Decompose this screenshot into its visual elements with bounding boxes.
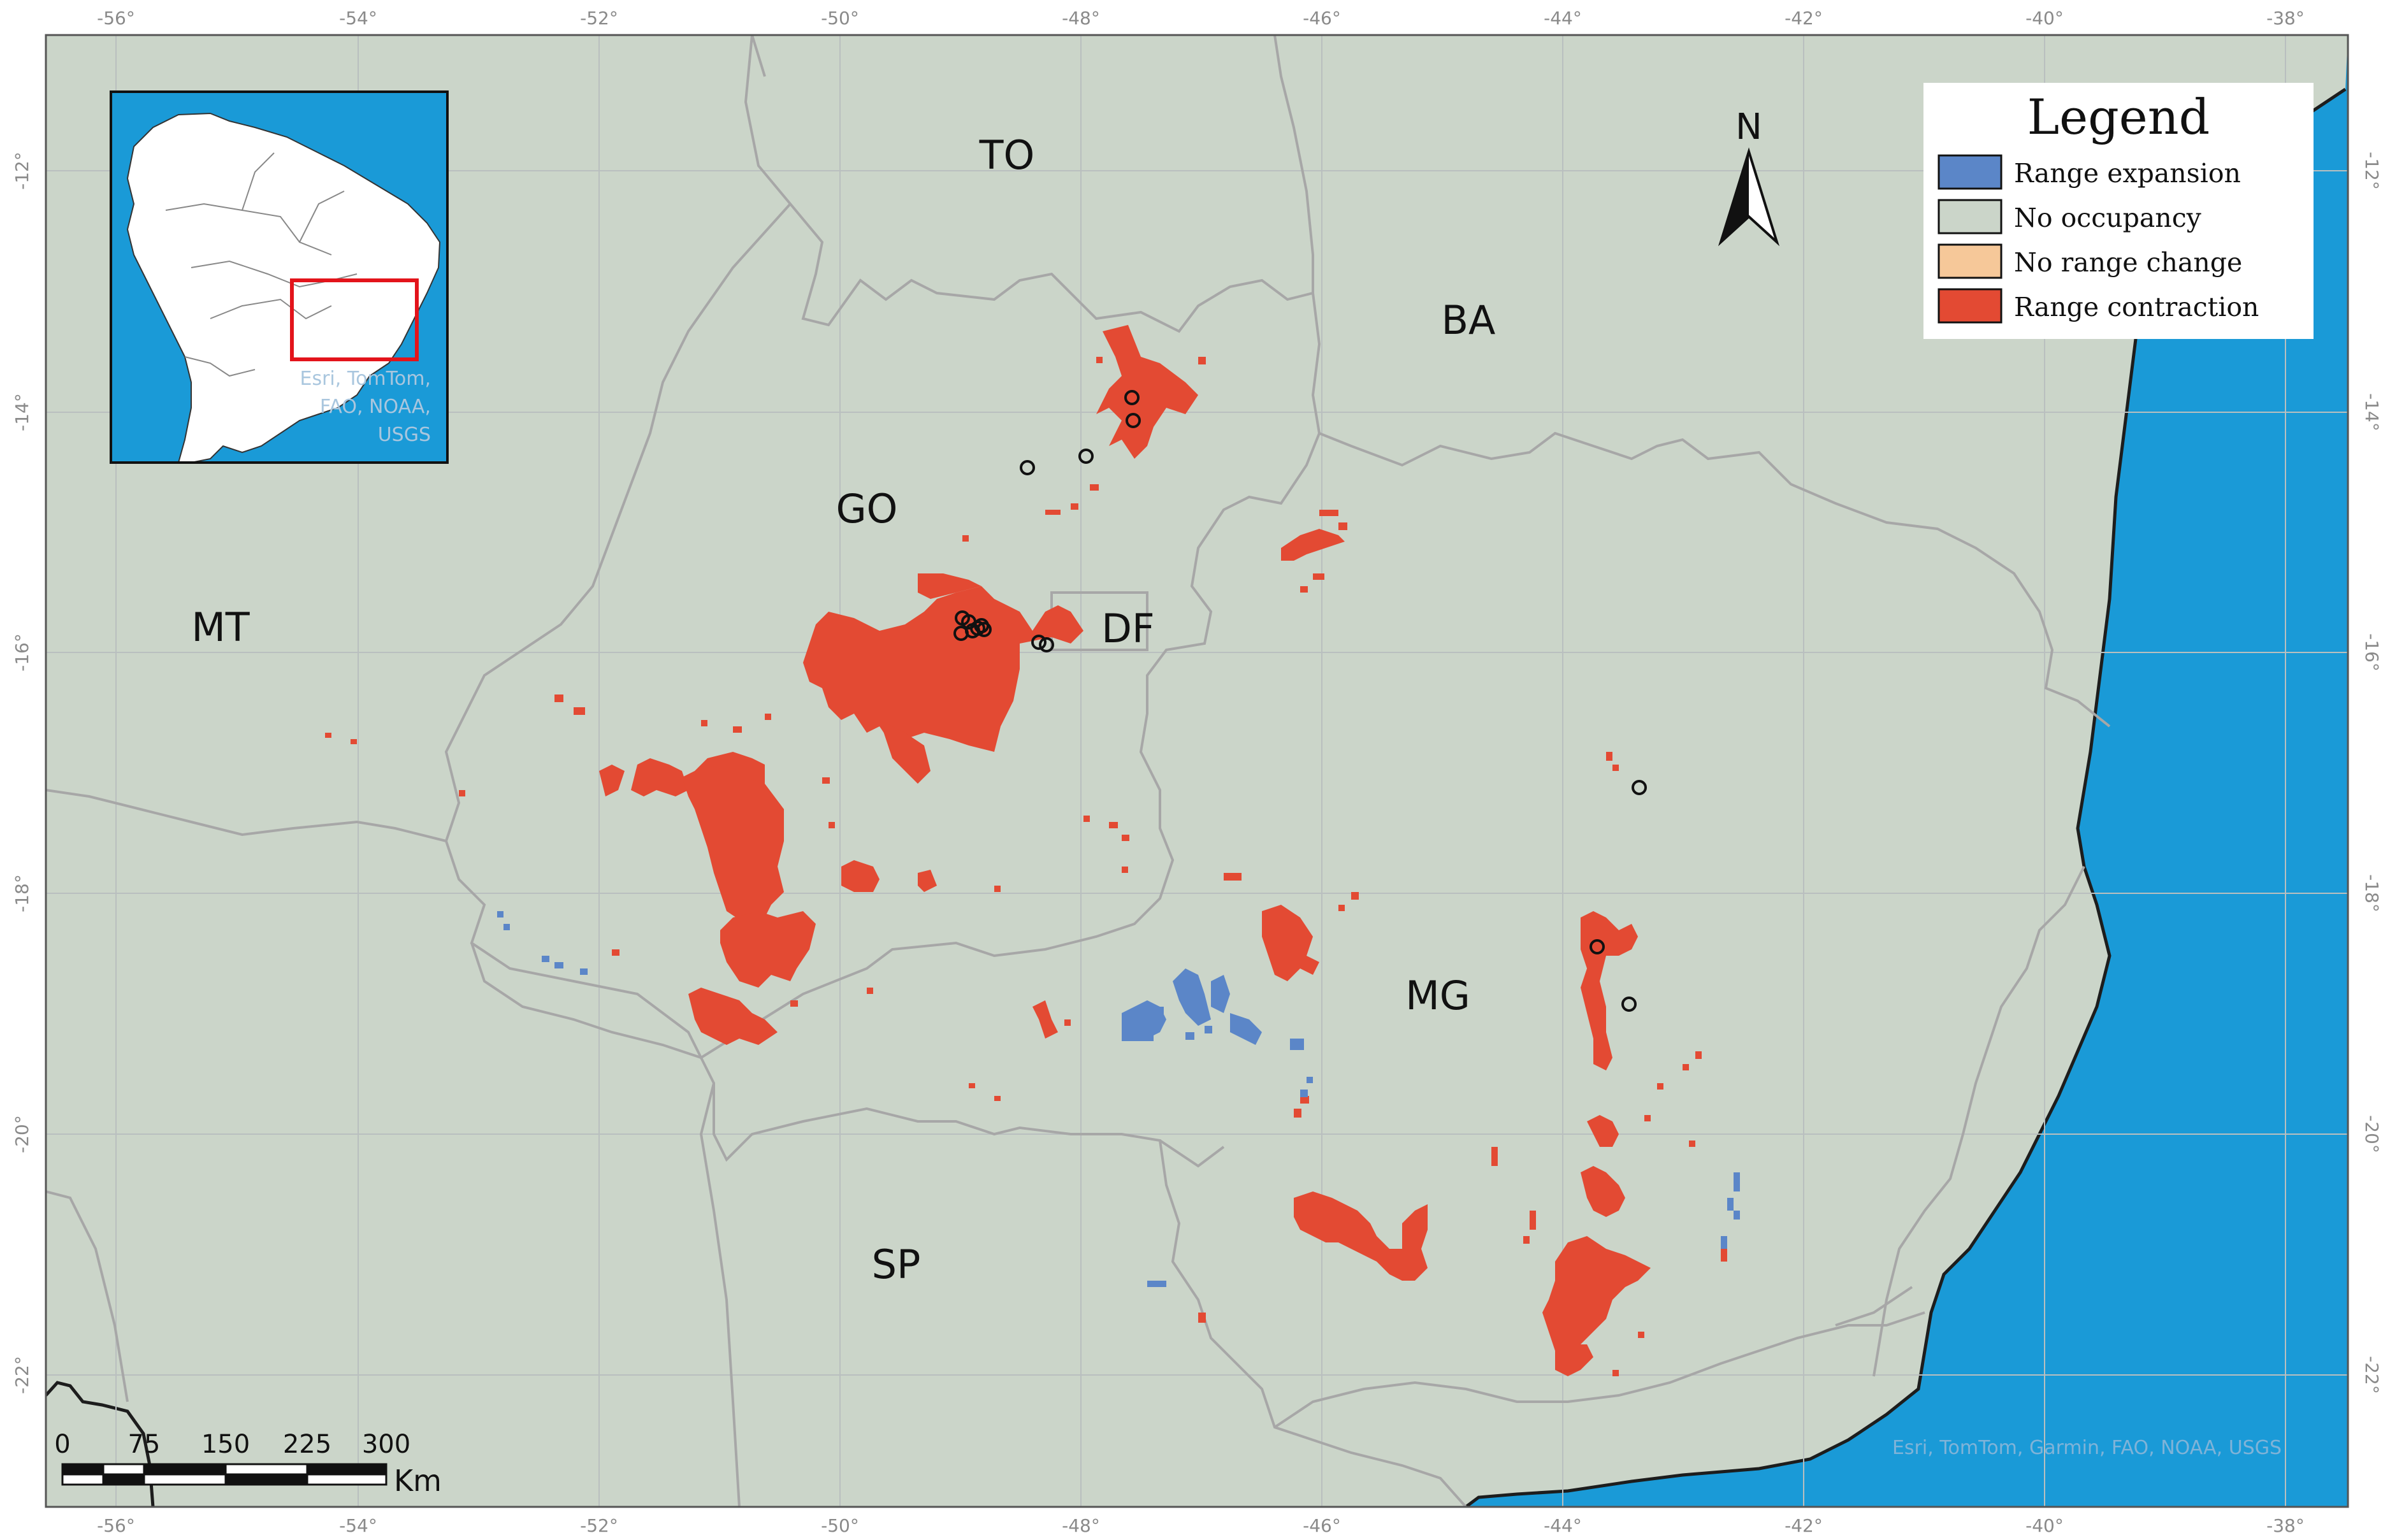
graticule-labels-right: -12° -14° -16° -18° -20° -22° bbox=[2361, 152, 2382, 1394]
legend-item-range-contraction: Range contraction bbox=[1937, 288, 2259, 324]
legend-title: Legend bbox=[2027, 89, 2210, 145]
tick-bottom-2: -54° bbox=[339, 1515, 377, 1536]
graticule-labels-top: -56° -54° -52° -50° -48° -46° -44° -42° … bbox=[97, 8, 2305, 29]
legend-swatch-range-contraction bbox=[1937, 288, 2003, 324]
tick-top-3: -52° bbox=[580, 8, 618, 29]
scale-tick-300: 300 bbox=[362, 1430, 410, 1459]
tick-bottom-4: -50° bbox=[821, 1515, 859, 1536]
tick-right-1: -12° bbox=[2361, 152, 2382, 190]
tick-left-3: -16° bbox=[11, 633, 33, 672]
inset-south-america bbox=[126, 112, 441, 463]
graticule-labels-left: -12° -14° -16° -18° -20° -22° bbox=[11, 152, 33, 1394]
legend-label-range-contraction: Range contraction bbox=[2014, 292, 2259, 322]
state-label-ba: BA bbox=[1442, 297, 1496, 343]
scale-tick-225: 225 bbox=[283, 1430, 331, 1459]
scale-bar: 0 75 150 225 300 Km bbox=[54, 1430, 442, 1498]
legend-item-no-occupancy: No occupancy bbox=[1937, 199, 2202, 234]
tick-bottom-8: -42° bbox=[1785, 1515, 1823, 1536]
inset-attribution-line-2: FAO, NOAA, bbox=[320, 396, 431, 418]
tick-left-6: -22° bbox=[11, 1356, 33, 1394]
tick-bottom-5: -48° bbox=[1062, 1515, 1100, 1536]
state-label-df: DF bbox=[1101, 605, 1154, 652]
tick-bottom-10: -38° bbox=[2266, 1515, 2305, 1536]
state-label-sp: SP bbox=[872, 1241, 921, 1288]
legend: Legend Range expansion No occupancy No r… bbox=[1923, 83, 2314, 339]
north-arrow: N bbox=[1718, 106, 1780, 247]
inset-map: Esri, TomTom, FAO, NOAA, USGS bbox=[110, 90, 449, 464]
occurrence-points bbox=[953, 390, 1647, 1012]
state-borders bbox=[46, 35, 2111, 1507]
tick-left-1: -12° bbox=[11, 152, 33, 190]
tick-top-5: -48° bbox=[1062, 8, 1100, 29]
tick-top-2: -54° bbox=[339, 8, 377, 29]
state-label-go: GO bbox=[836, 486, 898, 532]
tick-top-8: -42° bbox=[1785, 8, 1823, 29]
range-contraction-areas bbox=[599, 325, 1651, 1376]
tick-bottom-9: -40° bbox=[2025, 1515, 2064, 1536]
inset-attribution-line-3: USGS bbox=[378, 424, 431, 446]
tick-bottom-1: -56° bbox=[97, 1515, 135, 1536]
tick-top-7: -44° bbox=[1544, 8, 1582, 29]
scale-tick-75: 75 bbox=[128, 1430, 161, 1459]
tick-left-2: -14° bbox=[11, 393, 33, 431]
legend-label-range-expansion: Range expansion bbox=[2014, 158, 2241, 189]
tick-right-6: -22° bbox=[2361, 1356, 2382, 1394]
inset-study-area-box bbox=[290, 278, 419, 361]
coastline-sw bbox=[46, 1381, 155, 1507]
inset-attribution-line-1: Esri, TomTom, bbox=[300, 368, 431, 390]
range-contraction-specks bbox=[325, 357, 1727, 1376]
state-label-mg: MG bbox=[1405, 972, 1470, 1019]
legend-label-no-occupancy: No occupancy bbox=[2014, 203, 2202, 233]
legend-swatch-no-range-change bbox=[1937, 243, 2003, 279]
legend-swatch-no-occupancy bbox=[1937, 199, 2003, 234]
tick-bottom-7: -44° bbox=[1544, 1515, 1582, 1536]
tick-top-4: -50° bbox=[821, 8, 859, 29]
tick-left-5: -20° bbox=[11, 1115, 33, 1153]
tick-right-5: -20° bbox=[2361, 1115, 2382, 1153]
range-expansion-areas bbox=[497, 911, 1740, 1287]
legend-label-no-range-change: No range change bbox=[2014, 247, 2242, 278]
tick-bottom-3: -52° bbox=[580, 1515, 618, 1536]
scale-tick-0: 0 bbox=[54, 1430, 70, 1459]
legend-item-no-range-change: No range change bbox=[1937, 243, 2242, 279]
tick-bottom-6: -46° bbox=[1303, 1515, 1341, 1536]
legend-item-range-expansion: Range expansion bbox=[1937, 154, 2241, 190]
scale-tick-150: 150 bbox=[201, 1430, 250, 1459]
tick-right-3: -16° bbox=[2361, 633, 2382, 672]
tick-left-4: -18° bbox=[11, 874, 33, 912]
tick-top-10: -38° bbox=[2266, 8, 2305, 29]
tick-top-6: -46° bbox=[1303, 8, 1341, 29]
scale-unit: Km bbox=[394, 1464, 442, 1498]
tick-right-2: -14° bbox=[2361, 393, 2382, 431]
state-label-mt: MT bbox=[191, 604, 250, 651]
tick-top-1: -56° bbox=[97, 8, 135, 29]
north-arrow-label: N bbox=[1735, 106, 1762, 148]
tick-top-9: -40° bbox=[2025, 8, 2064, 29]
tick-right-4: -18° bbox=[2361, 874, 2382, 912]
map-attribution: Esri, TomTom, Garmin, FAO, NOAA, USGS bbox=[1892, 1437, 2282, 1459]
ocean bbox=[1466, 35, 2348, 1507]
state-label-to: TO bbox=[979, 132, 1035, 178]
graticule-labels-bottom: -56° -54° -52° -50° -48° -46° -44° -42° … bbox=[97, 1515, 2305, 1536]
legend-swatch-range-expansion bbox=[1937, 154, 2003, 190]
map-border bbox=[45, 34, 2349, 1508]
